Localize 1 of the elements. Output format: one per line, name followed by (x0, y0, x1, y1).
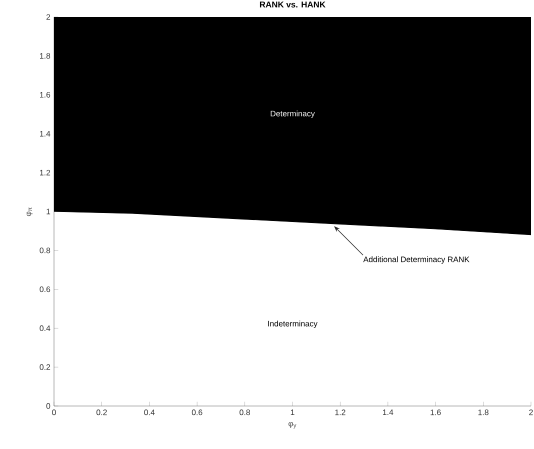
chart-title: RANK vs. HANK (260, 2, 326, 8)
